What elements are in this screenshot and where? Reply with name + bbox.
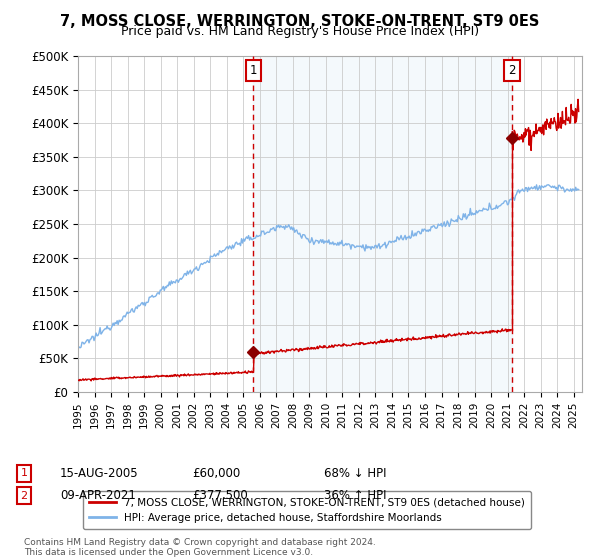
Text: £60,000: £60,000 bbox=[192, 466, 240, 480]
Text: £377,500: £377,500 bbox=[192, 489, 248, 502]
Text: 36% ↑ HPI: 36% ↑ HPI bbox=[324, 489, 386, 502]
Text: 7, MOSS CLOSE, WERRINGTON, STOKE-ON-TRENT, ST9 0ES: 7, MOSS CLOSE, WERRINGTON, STOKE-ON-TREN… bbox=[61, 14, 539, 29]
Text: 1: 1 bbox=[250, 64, 257, 77]
Text: Price paid vs. HM Land Registry's House Price Index (HPI): Price paid vs. HM Land Registry's House … bbox=[121, 25, 479, 38]
Text: 68% ↓ HPI: 68% ↓ HPI bbox=[324, 466, 386, 480]
Text: 1: 1 bbox=[20, 468, 28, 478]
Text: 09-APR-2021: 09-APR-2021 bbox=[60, 489, 136, 502]
Bar bbox=[253, 56, 512, 392]
Legend: 7, MOSS CLOSE, WERRINGTON, STOKE-ON-TRENT, ST9 0ES (detached house), HPI: Averag: 7, MOSS CLOSE, WERRINGTON, STOKE-ON-TREN… bbox=[83, 491, 531, 529]
Text: 2: 2 bbox=[508, 64, 516, 77]
Text: Contains HM Land Registry data © Crown copyright and database right 2024.
This d: Contains HM Land Registry data © Crown c… bbox=[24, 538, 376, 557]
Text: 15-AUG-2005: 15-AUG-2005 bbox=[60, 466, 139, 480]
Text: 2: 2 bbox=[20, 491, 28, 501]
